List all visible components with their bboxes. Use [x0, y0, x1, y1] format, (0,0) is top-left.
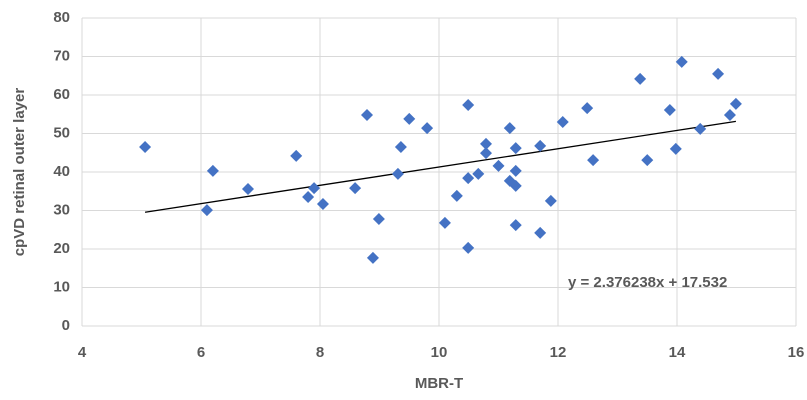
data-point — [669, 142, 682, 155]
data-point — [366, 251, 379, 264]
data-point — [206, 164, 219, 177]
y-tick-label: 10 — [53, 278, 70, 295]
data-point — [675, 55, 688, 68]
trendline — [144, 120, 737, 213]
data-point — [472, 167, 485, 180]
data-point — [534, 139, 547, 152]
data-point — [634, 72, 647, 85]
data-point — [581, 102, 594, 115]
data-point — [139, 140, 152, 153]
data-point — [556, 115, 569, 128]
data-point — [391, 167, 404, 180]
data-point — [308, 182, 321, 195]
data-point — [587, 154, 600, 167]
data-point — [394, 140, 407, 153]
data-point — [663, 104, 676, 117]
data-point — [694, 122, 707, 135]
data-point — [509, 164, 522, 177]
y-tick-label: 20 — [53, 240, 70, 257]
data-point — [534, 226, 547, 239]
data-point — [403, 112, 416, 125]
data-point — [421, 122, 434, 135]
x-tick-label: 8 — [316, 344, 324, 361]
data-point — [480, 147, 493, 160]
x-tick-label: 6 — [197, 344, 205, 361]
trendline-equation: y = 2.376238x + 17.532 — [568, 274, 727, 291]
data-point — [200, 204, 213, 217]
data-point — [544, 194, 557, 207]
y-tick-label: 50 — [53, 124, 70, 141]
data-point — [290, 149, 303, 162]
data-point — [712, 67, 725, 80]
data-point — [509, 142, 522, 155]
y-tick-label: 80 — [53, 9, 70, 26]
y-tick-label: 30 — [53, 201, 70, 218]
y-tick-label: 40 — [53, 163, 70, 180]
data-point — [509, 219, 522, 232]
x-tick-label: 12 — [550, 344, 567, 361]
data-point — [450, 189, 463, 202]
x-tick-label: 4 — [78, 344, 87, 361]
y-axis-label: cpVD retinal outer layer — [11, 88, 28, 257]
data-point — [641, 154, 654, 167]
data-point — [316, 197, 329, 210]
y-tick-label: 70 — [53, 47, 70, 64]
x-tick-label: 14 — [669, 344, 686, 361]
data-point — [509, 179, 522, 192]
y-tick-label: 60 — [53, 86, 70, 103]
data-point — [438, 216, 451, 229]
data-point — [503, 122, 516, 135]
data-point — [492, 159, 505, 172]
data-point — [242, 182, 255, 195]
data-point — [480, 137, 493, 150]
data-point — [462, 172, 475, 185]
data-point — [462, 99, 475, 112]
data-point — [462, 241, 475, 254]
data-point — [349, 182, 362, 195]
data-point — [723, 109, 736, 122]
data-point — [302, 191, 315, 204]
x-tick-label: 16 — [788, 344, 805, 361]
y-tick-label: 0 — [62, 317, 70, 334]
data-point — [361, 109, 374, 122]
x-tick-label: 10 — [431, 344, 448, 361]
x-axis-label: MBR-T — [415, 375, 463, 392]
data-point — [372, 212, 385, 225]
data-point — [729, 97, 742, 110]
